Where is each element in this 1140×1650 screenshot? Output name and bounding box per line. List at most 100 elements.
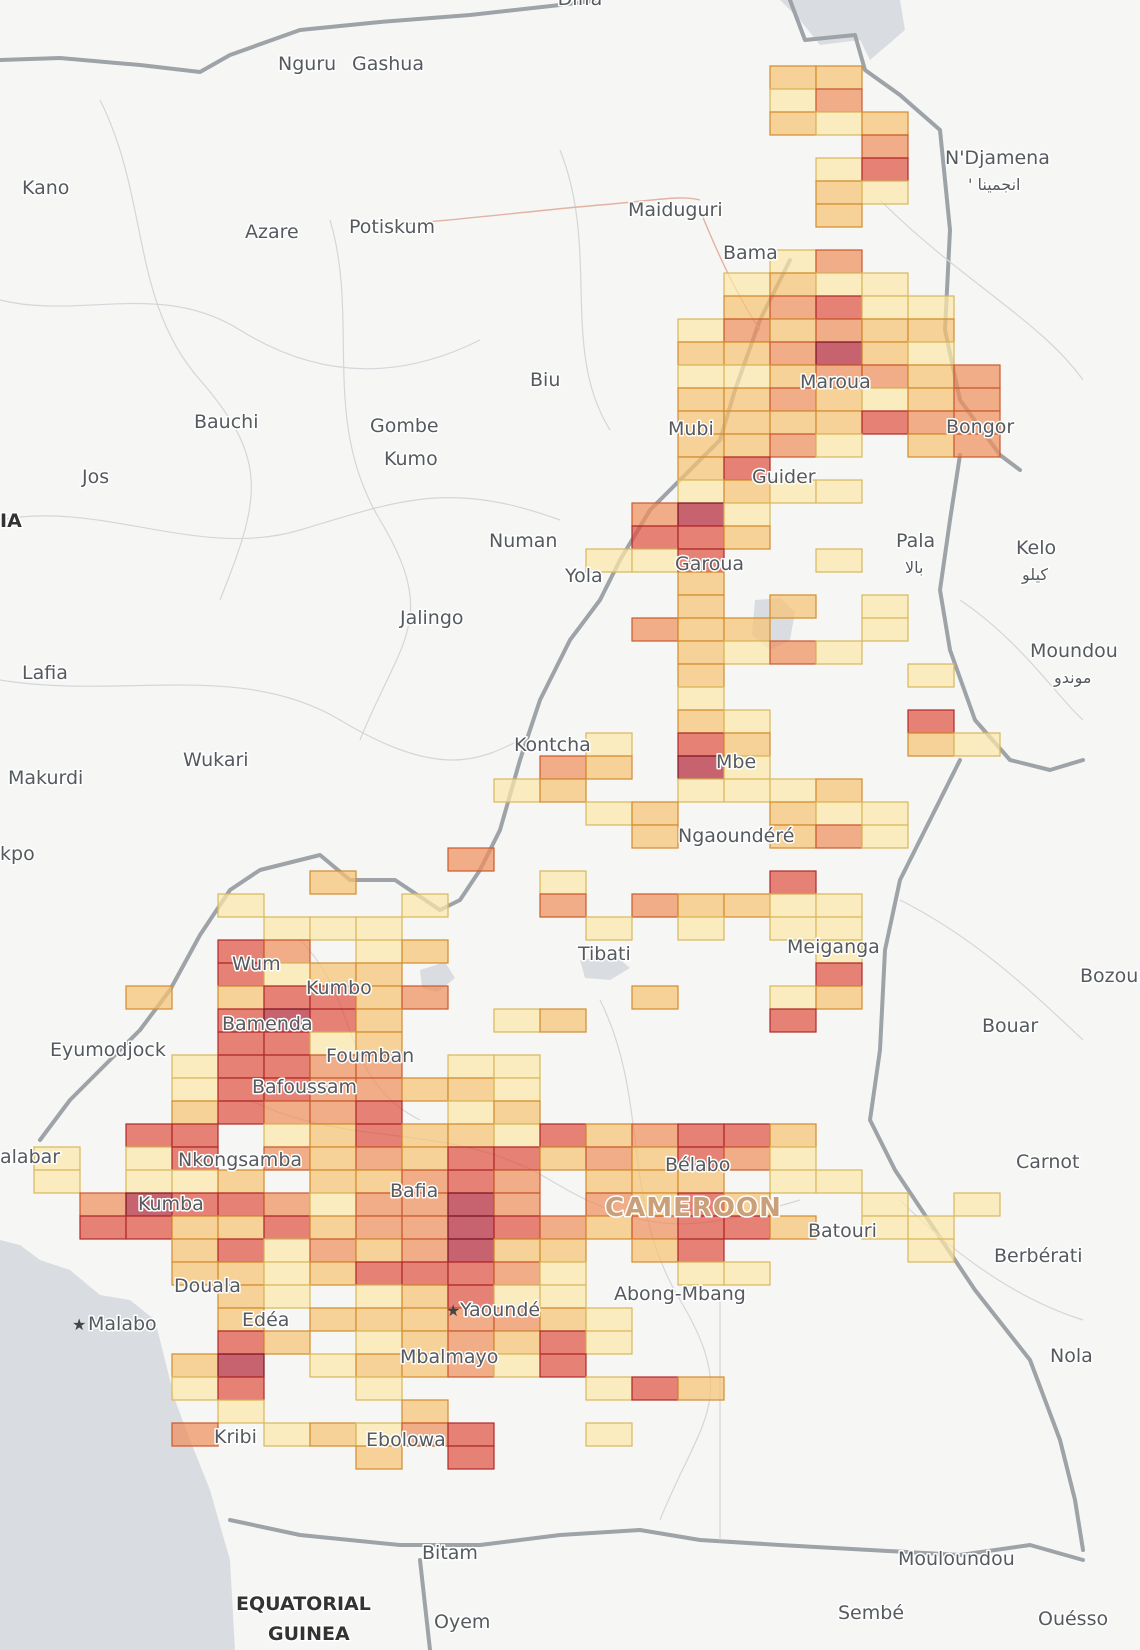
heat-cell [125, 1169, 173, 1194]
heat-cell [401, 1123, 449, 1148]
heat-cell [953, 387, 1001, 412]
heat-cell [125, 1146, 173, 1171]
label-douala: Douala [174, 1275, 241, 1297]
label-edea: Edéa [242, 1309, 289, 1331]
heat-cell [769, 1146, 817, 1171]
label-sembe: Sembé [838, 1602, 904, 1624]
heat-cell [585, 1330, 633, 1355]
heat-cell [907, 709, 955, 734]
heat-cell [631, 1238, 679, 1263]
heat-cell [539, 1307, 587, 1332]
heat-cell [815, 433, 863, 458]
heat-cell [539, 1330, 587, 1355]
heat-cell [309, 1353, 357, 1378]
heat-cell [447, 1238, 495, 1263]
heat-cell [677, 318, 725, 343]
heat-cell [309, 1422, 357, 1447]
heat-cell [677, 617, 725, 642]
heat-cell [815, 295, 863, 320]
label-mbalmayo: Mbalmayo [400, 1346, 498, 1368]
label-moundou: Moundou [1030, 640, 1118, 662]
heat-cell [677, 1376, 725, 1401]
heat-cell [723, 341, 771, 366]
border-cameroon-gabon [228, 1518, 1085, 1562]
heat-cell [401, 1238, 449, 1263]
heat-cell [125, 985, 173, 1010]
heat-cell [907, 318, 955, 343]
heat-cell [493, 1146, 541, 1171]
label-nola: Nola [1050, 1345, 1093, 1367]
label-yaounde: Yaoundé [459, 1299, 540, 1321]
heat-cell [815, 111, 863, 136]
label-jalingo: Jalingo [399, 607, 464, 629]
heat-cell [447, 1054, 495, 1079]
heat-cell [677, 640, 725, 665]
heat-cell [677, 525, 725, 550]
heat-cell [447, 1169, 495, 1194]
label-bouar: Bouar [982, 1015, 1038, 1037]
heat-cell [953, 433, 1001, 458]
heat-cell [355, 1376, 403, 1401]
heat-cell [631, 548, 679, 573]
heat-cell [447, 1215, 495, 1240]
heat-cell [539, 1215, 587, 1240]
heat-cell [631, 801, 679, 826]
heat-cell [355, 1215, 403, 1240]
heat-cell [907, 732, 955, 757]
heat-cell [861, 111, 909, 136]
border-cameroon-car [938, 453, 1085, 772]
heat-cell [171, 1169, 219, 1194]
heat-cell [677, 479, 725, 504]
label-bauchi: Bauchi [194, 411, 259, 433]
heat-cell [677, 456, 725, 481]
heat-cell [723, 778, 771, 803]
heat-cell [309, 1307, 357, 1332]
heat-cell [723, 617, 771, 642]
heat-cell [861, 272, 909, 297]
heat-cell [539, 1284, 587, 1309]
heat-cell [815, 249, 863, 274]
heat-cell [447, 1100, 495, 1125]
heat-cell [815, 180, 863, 205]
heat-cell [585, 1146, 633, 1171]
label-bafia: Bafia [390, 1180, 438, 1202]
heat-cell [401, 985, 449, 1010]
heat-cell [815, 318, 863, 343]
label-moundou-ar: موندو [1053, 668, 1091, 688]
label-kano: Kano [22, 177, 69, 199]
heatmap-grid [33, 65, 1001, 1470]
heat-cell [815, 88, 863, 113]
heat-cell [677, 502, 725, 527]
heat-cell [631, 525, 679, 550]
heat-cell [769, 341, 817, 366]
lake-bamendjin [420, 962, 455, 992]
heat-cell [33, 1169, 81, 1194]
capital-markers: ★ ★ [72, 1301, 460, 1334]
heat-cell [493, 1008, 541, 1033]
label-bama: Bama [723, 242, 778, 264]
heat-cell [815, 410, 863, 435]
heat-cell [309, 1100, 357, 1125]
heat-cell [217, 1215, 265, 1240]
border-eqguinea-gabon [418, 1558, 432, 1650]
heat-cell [769, 893, 817, 918]
label-lafia: Lafia [22, 662, 68, 684]
heat-cell [309, 1261, 357, 1286]
heat-cell [263, 985, 311, 1010]
heat-cell [861, 617, 909, 642]
lake-chad [780, 0, 905, 60]
heat-cell [263, 1330, 311, 1355]
heat-cell [447, 847, 495, 872]
heat-cell [355, 939, 403, 964]
label-mbe: Mbe [716, 751, 756, 773]
mbakaou-reservoir [580, 955, 630, 980]
heat-cell [907, 295, 955, 320]
heat-cell [631, 893, 679, 918]
label-maroua: Maroua [800, 371, 871, 393]
heat-cell [815, 341, 863, 366]
heat-cell [355, 1123, 403, 1148]
heat-cell [815, 1169, 863, 1194]
label-pala-ar: بالا [905, 558, 923, 577]
heat-cell [585, 1307, 633, 1332]
